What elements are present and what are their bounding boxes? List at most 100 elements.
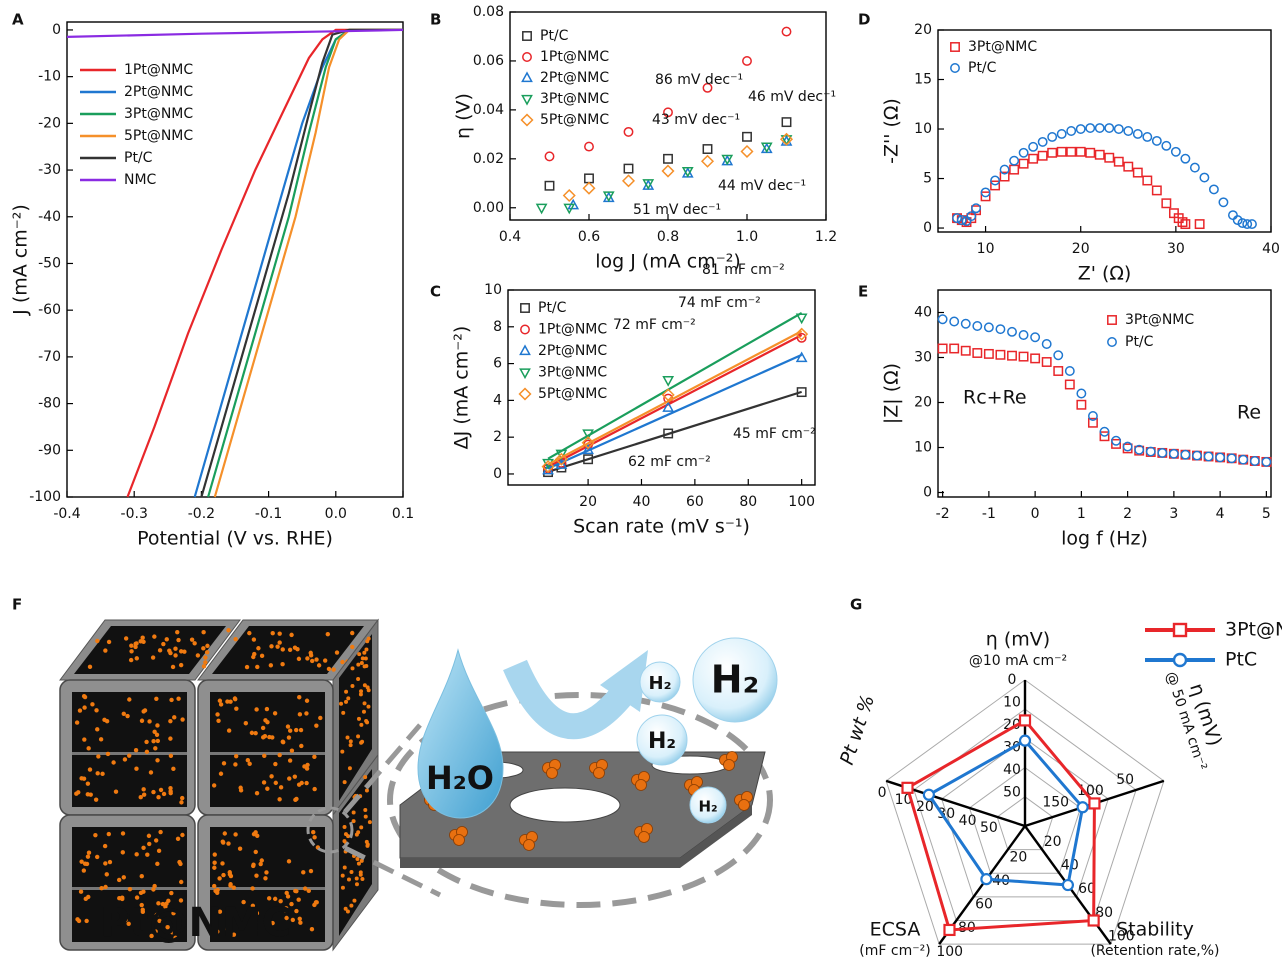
- y-tick-label: 2: [493, 429, 502, 445]
- legend-marker: [1108, 316, 1116, 324]
- pt-particle: [226, 841, 230, 845]
- radar-tick-label: 0: [878, 785, 887, 801]
- data-point: [1153, 137, 1161, 145]
- data-point: [1251, 457, 1259, 465]
- data-point: [797, 334, 805, 342]
- pt-particle: [277, 753, 281, 757]
- pt-particle: [86, 895, 90, 899]
- pt-cluster: [594, 768, 605, 779]
- pt-particle: [312, 755, 316, 759]
- data-point: [1105, 154, 1113, 162]
- bubble-label: H₂: [711, 658, 759, 702]
- pt-particle: [201, 630, 205, 634]
- pt-particle: [262, 780, 266, 784]
- annotation: 72 mF cm⁻²: [613, 317, 696, 333]
- data-point: [1115, 157, 1123, 165]
- pt-particle: [171, 665, 175, 669]
- x-tick-label: 2: [1123, 506, 1132, 522]
- pt-particle: [90, 702, 94, 706]
- x-tick-label: 10: [977, 241, 995, 257]
- pt-particle: [83, 695, 87, 699]
- pt-particle: [247, 762, 251, 766]
- pt-particle: [87, 851, 91, 855]
- pt-particle: [127, 753, 131, 757]
- data-point: [1096, 124, 1104, 132]
- x-axis-label: log f (Hz): [1061, 528, 1148, 550]
- pt-particle: [223, 831, 227, 835]
- data-point: [1162, 142, 1170, 150]
- data-point: [1195, 220, 1203, 228]
- pt-particle: [265, 787, 269, 791]
- y-axis-label: ΔJ (mA cm⁻²): [451, 326, 473, 450]
- pt-particle: [285, 891, 289, 895]
- radar-axis-title: Pt wt %: [836, 692, 879, 767]
- radar-point: [1063, 880, 1073, 890]
- pt-particle: [364, 656, 368, 660]
- pt-particle: [190, 637, 194, 641]
- pt-particle: [171, 767, 175, 771]
- y-tick-label: 5: [923, 171, 932, 187]
- pt-particle: [144, 740, 148, 744]
- pt-particle: [159, 788, 163, 792]
- pt-particle: [221, 839, 225, 843]
- pt-particle: [233, 637, 237, 641]
- radar-axis-title: Stability: [1116, 919, 1194, 941]
- x-tick-label: 20: [579, 494, 597, 510]
- pt-particle: [86, 781, 90, 785]
- pt-particle: [233, 696, 237, 700]
- pt-particle: [294, 889, 298, 893]
- pt-particle: [368, 820, 372, 824]
- pt-particle: [196, 653, 200, 657]
- data-point: [1227, 454, 1235, 462]
- data-point: [1054, 367, 1062, 375]
- pt-particle: [275, 644, 279, 648]
- pt-particle: [309, 869, 313, 873]
- pt-particle: [281, 647, 285, 651]
- x-tick-label: 0.6: [578, 229, 600, 245]
- pt-particle: [122, 712, 126, 716]
- pt-particle: [147, 842, 151, 846]
- radar-point: [1078, 802, 1088, 812]
- y-axis-label: |Z| (Ω): [881, 363, 903, 424]
- data-line: [208, 30, 403, 497]
- panel-label: E: [858, 283, 868, 301]
- pt-particle: [127, 697, 131, 701]
- pt-particle: [364, 719, 368, 723]
- pt-particle: [245, 665, 249, 669]
- pt-particle: [362, 710, 366, 714]
- radar-point: [1089, 798, 1099, 808]
- pt-particle: [134, 852, 138, 856]
- pt-particle: [281, 740, 285, 744]
- pt-particle: [226, 628, 230, 632]
- pt-particle: [158, 830, 162, 834]
- x-tick-label: 3: [1169, 506, 1178, 522]
- radar-tick-label: 20: [916, 799, 934, 815]
- pt-particle: [108, 860, 112, 864]
- pt-particle: [212, 866, 216, 870]
- pt-particle: [331, 667, 335, 671]
- pt-particle: [344, 700, 348, 704]
- y-axis-label: -Z'' (Ω): [881, 98, 903, 164]
- data-point: [1010, 165, 1018, 173]
- pt-particle: [340, 660, 344, 664]
- pt-particle: [340, 750, 344, 754]
- data-point: [1008, 328, 1016, 336]
- pt-particle: [176, 837, 180, 841]
- pt-particle: [362, 651, 366, 655]
- pt-particle: [79, 890, 83, 894]
- pt-particle: [287, 859, 291, 863]
- x-tick-label: 5: [1262, 506, 1271, 522]
- pt-particle: [178, 862, 182, 866]
- pt-particle: [94, 797, 98, 801]
- data-point: [1042, 340, 1050, 348]
- pt-particle: [169, 754, 173, 758]
- data-point: [663, 166, 674, 177]
- pt-particle: [203, 655, 207, 659]
- pt-particle: [363, 808, 367, 812]
- radar-point: [944, 925, 954, 935]
- data-point: [973, 349, 981, 357]
- pt-particle: [169, 698, 173, 702]
- pt-particle: [154, 838, 158, 842]
- pt-particle: [363, 701, 367, 705]
- pt-cluster: [524, 840, 535, 851]
